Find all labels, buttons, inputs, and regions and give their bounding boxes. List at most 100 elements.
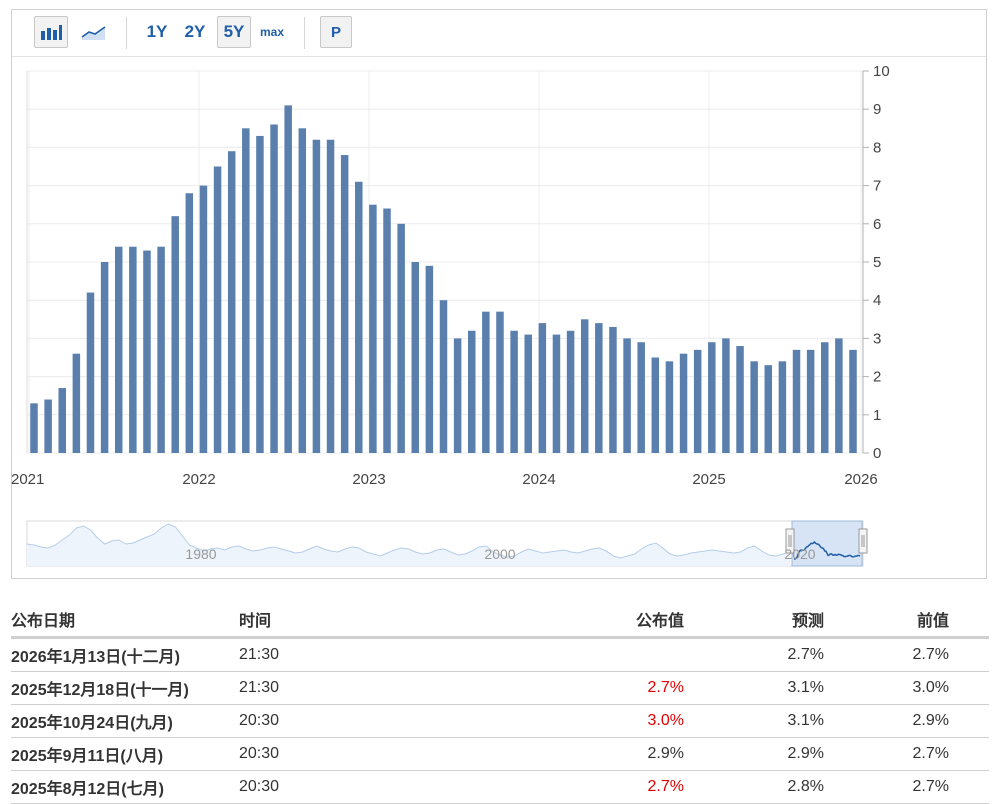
range-1y-button[interactable]: 1Y [146, 22, 168, 41]
y-tick-label: 5 [873, 254, 881, 271]
bar [764, 365, 773, 453]
release-table: 公布日期 时间 公布值 预测 前值 2026年1月13日(十二月) 21:30 … [11, 601, 989, 804]
y-tick-label: 0 [873, 445, 881, 462]
row-published: 2.9% [419, 737, 684, 771]
bar [355, 181, 363, 453]
bar [143, 250, 151, 453]
bar [453, 338, 462, 453]
table-header-row: 公布日期 时间 公布值 预测 前值 [11, 601, 989, 639]
bar [58, 388, 66, 453]
chart-bars [30, 105, 857, 454]
table-row: 2026年1月13日(十二月) 21:30 2.7% 2.7% [11, 637, 989, 672]
bar [270, 124, 278, 453]
navigator-label: 2020 [784, 546, 815, 562]
bar [708, 342, 716, 453]
bar [439, 300, 448, 453]
bar [552, 334, 561, 453]
bar [86, 292, 95, 453]
bar [383, 208, 391, 453]
navigator-label: 1980 [185, 546, 216, 562]
bar [496, 311, 504, 453]
bar [778, 361, 787, 453]
x-tick-label: 2021 [11, 471, 44, 488]
row-published: 3.0% [419, 704, 684, 738]
bar [750, 361, 758, 453]
header-time: 时间 [239, 601, 419, 639]
row-published: 2.7% [419, 770, 684, 804]
navigator-handle [858, 528, 868, 554]
bar [30, 403, 38, 453]
bar [171, 216, 179, 453]
bar-chart: 0 1 2 3 4 5 6 7 8 9 10 2021 2022 2023 2024 2025 2026 19… [11, 63, 890, 567]
row-date: 2025年8月12日(七月) [11, 770, 239, 804]
bar [185, 193, 194, 454]
row-date: 2025年12月18日(十一月) [11, 671, 239, 705]
table-row: 2025年9月11日(八月) 20:30 2.9% 2.9% 2.7% [11, 737, 989, 771]
bar [369, 204, 377, 453]
bar [510, 330, 518, 453]
row-forecast: 3.1% [684, 704, 824, 738]
bar [566, 330, 575, 453]
bar [256, 135, 264, 453]
bar [326, 139, 335, 453]
row-date: 2025年10月24日(九月) [11, 704, 239, 738]
bar [665, 361, 674, 453]
line-chart-button[interactable] [77, 16, 111, 48]
y-tick-label: 9 [873, 101, 881, 118]
bar [623, 338, 631, 453]
bar [312, 139, 321, 453]
row-forecast: 3.1% [684, 671, 824, 705]
y-tick-label: 10 [873, 63, 890, 80]
row-forecast: 2.7% [684, 637, 824, 672]
row-time: 21:30 [239, 671, 419, 705]
header-forecast: 预测 [684, 601, 824, 639]
y-tick-label: 7 [873, 178, 881, 195]
bar [651, 357, 660, 453]
bar [609, 326, 617, 453]
bar [100, 262, 109, 453]
y-tick-label: 8 [873, 139, 881, 156]
row-forecast: 2.8% [684, 770, 824, 804]
bar [524, 334, 532, 453]
bar-chart-icon [41, 25, 62, 40]
bar [44, 399, 52, 453]
bar [580, 319, 589, 453]
x-tick-label: 2025 [692, 471, 725, 488]
navigator[interactable]: 1980 2000 2020 [26, 520, 868, 567]
navigator-area [27, 524, 790, 566]
range-2y-button[interactable]: 2Y [184, 22, 206, 41]
bar [411, 262, 420, 453]
row-date: 2026年1月13日(十二月) [11, 637, 239, 672]
range-max-button[interactable]: max [259, 25, 285, 39]
bar [467, 330, 476, 453]
bar [284, 105, 292, 453]
p-button[interactable]: P [320, 16, 352, 48]
table-row: 2025年8月12日(七月) 20:30 2.7% 2.8% 2.7% [11, 770, 989, 804]
bar [227, 151, 236, 453]
bar [722, 338, 730, 453]
bar [340, 155, 349, 454]
row-time: 21:30 [239, 637, 419, 672]
bar [849, 349, 857, 453]
row-date: 2025年9月11日(八月) [11, 737, 239, 771]
row-published: 2.7% [419, 671, 684, 705]
bar [242, 128, 250, 454]
row-previous: 2.7% [824, 770, 989, 804]
navigator-line [26, 523, 791, 559]
bar [482, 311, 490, 453]
x-tick-label: 2024 [522, 471, 555, 488]
row-time: 20:30 [239, 704, 419, 738]
header-date: 公布日期 [11, 601, 239, 639]
header-published: 公布值 [419, 601, 684, 639]
y-axis: 0 1 2 3 4 5 6 7 8 9 10 [863, 63, 890, 462]
bar-chart-button[interactable] [34, 16, 68, 48]
row-previous: 3.0% [824, 671, 989, 705]
bar [114, 246, 123, 453]
navigator-handle [785, 528, 795, 554]
range-5y-button[interactable]: 5Y [217, 16, 251, 48]
y-tick-label: 1 [873, 407, 881, 424]
bar [538, 323, 547, 453]
bar [693, 349, 702, 453]
x-tick-label: 2022 [182, 471, 215, 488]
bar [157, 246, 165, 453]
